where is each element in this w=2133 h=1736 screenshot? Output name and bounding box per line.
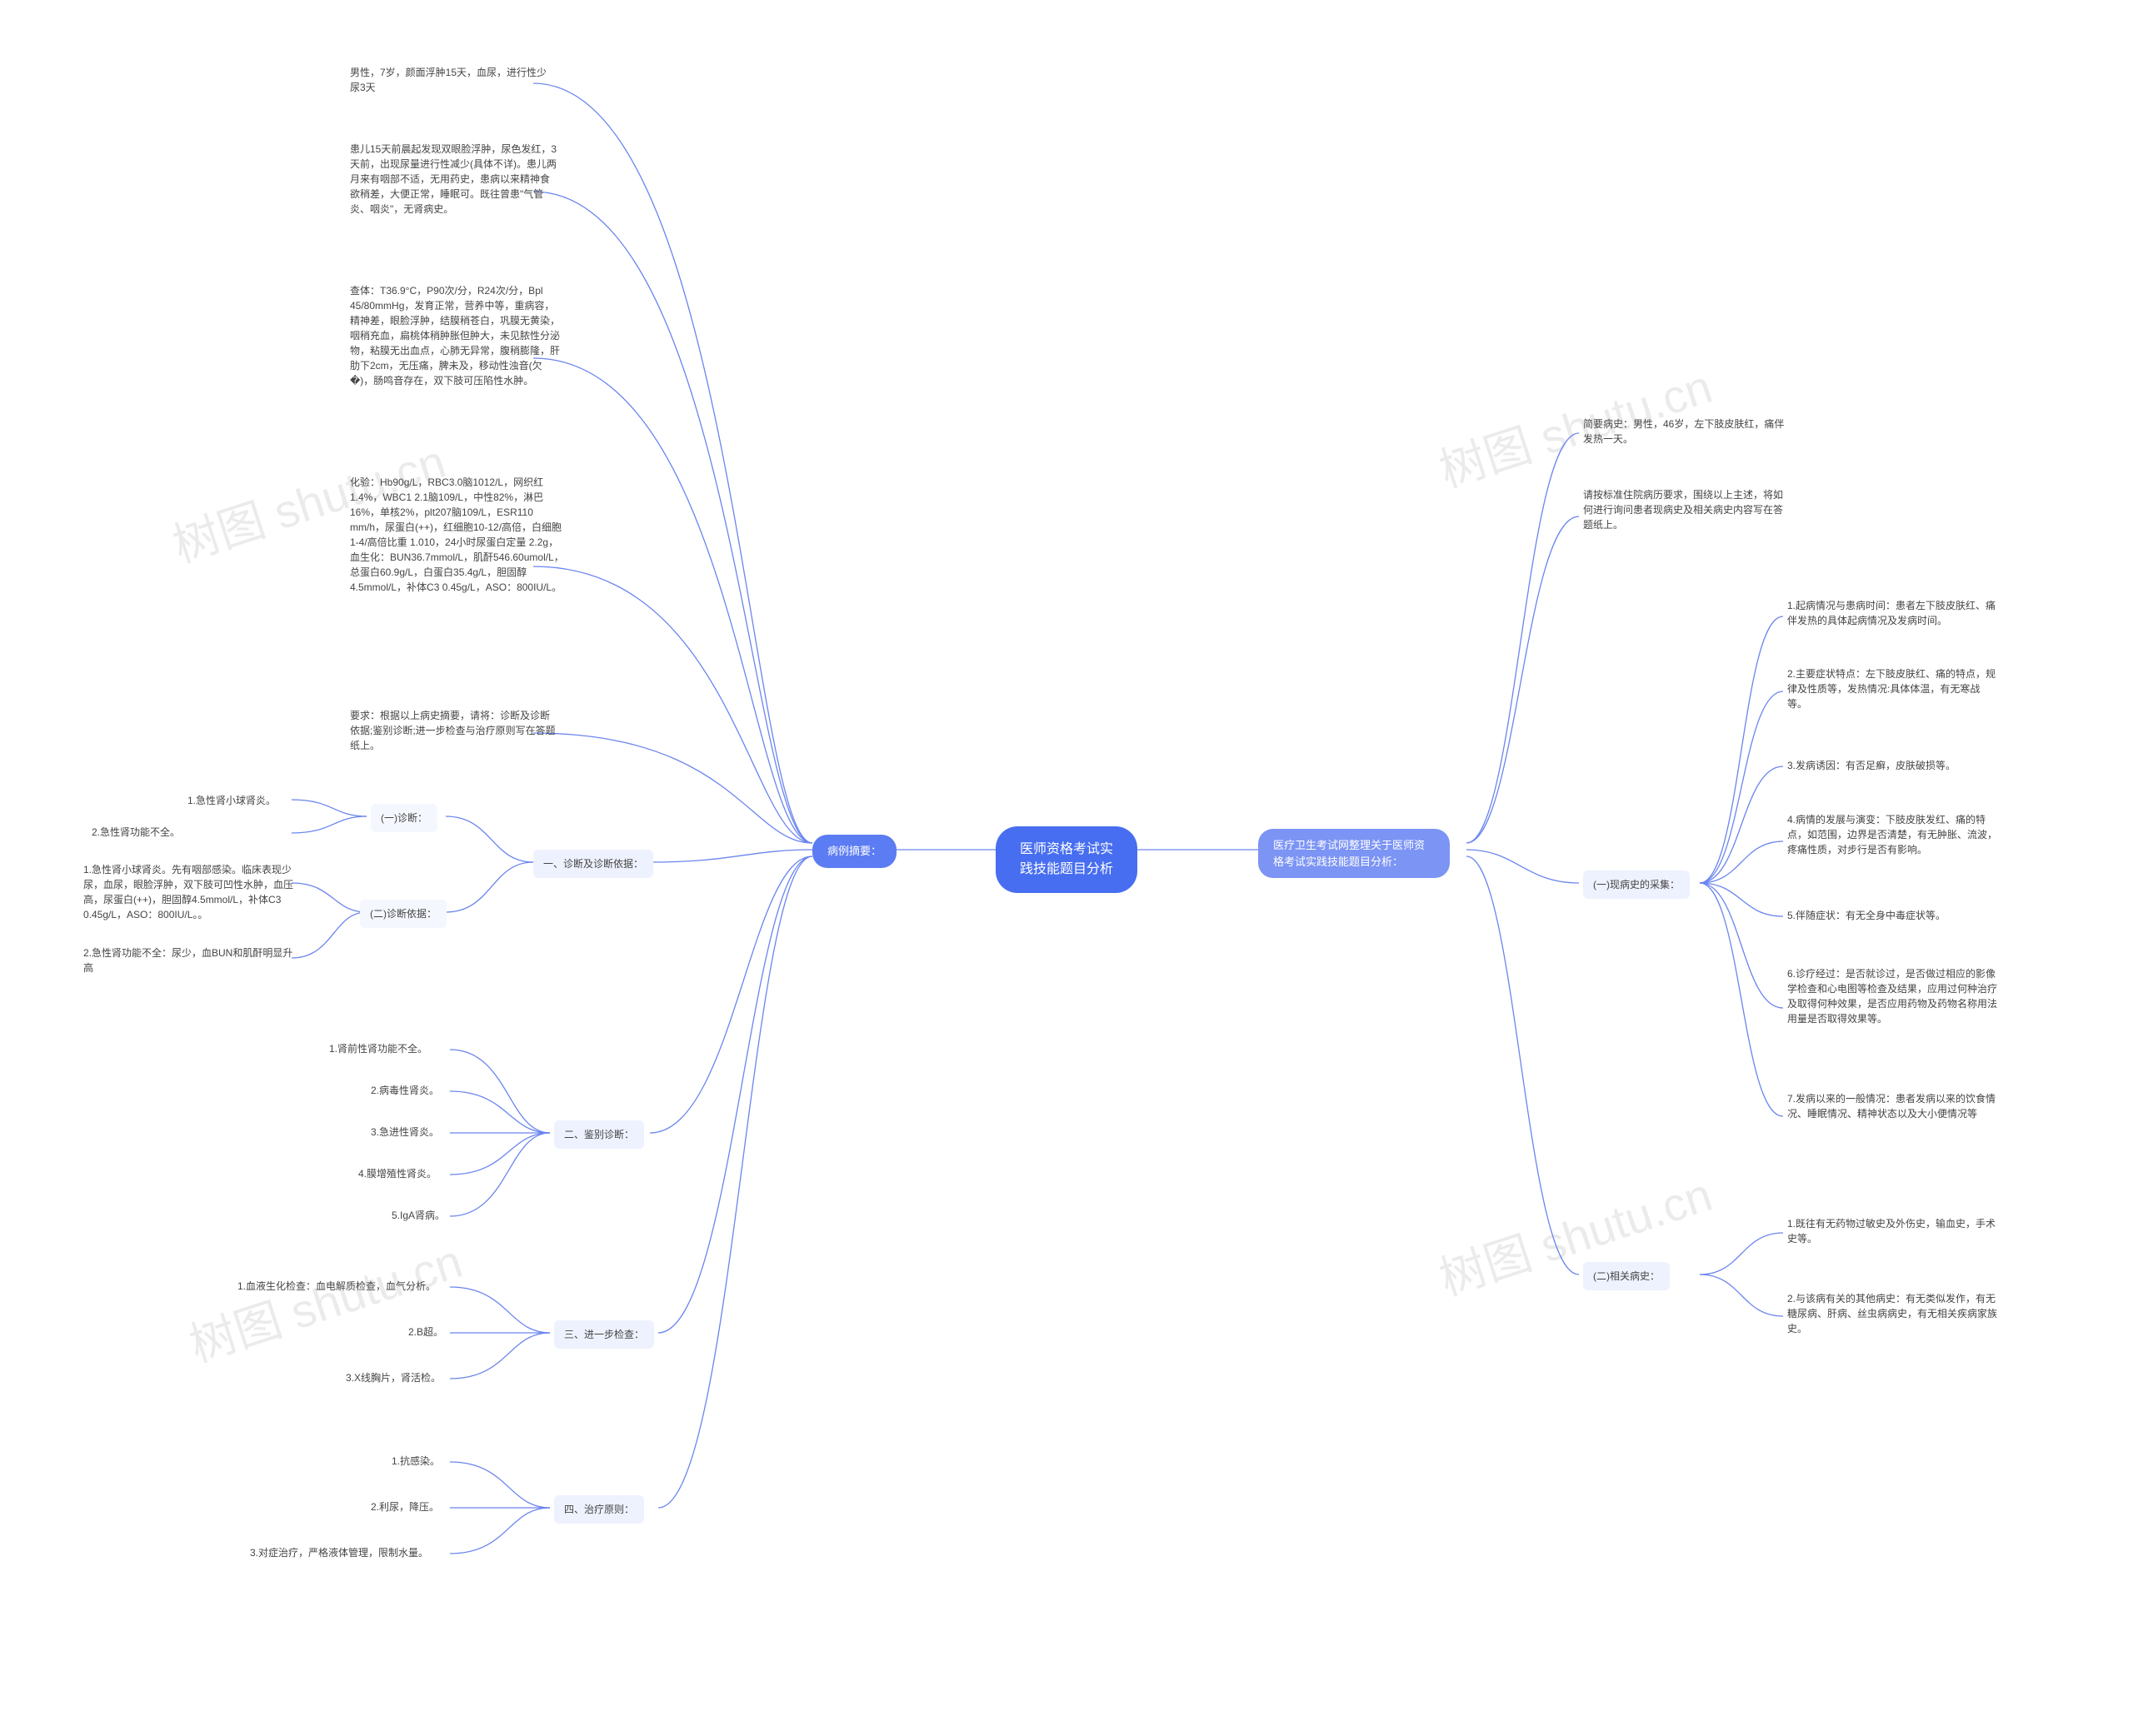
case-p3: 查体：T36.9°C，P90次/分，R24次/分，Bpl 45/80mmHg，发… [350, 283, 562, 388]
mindmap-canvas: 树图 shutu.cn 树图 shutu.cn 树图 shutu.cn 树图 s… [0, 0, 2133, 1736]
h1-i4: 4.病情的发展与演变：下肢皮肤发红、痛的特点，如范围，边界是否清楚，有无肿胀、流… [1787, 812, 2000, 857]
s1-d1-i2: 2.急性肾功能不全。 [92, 825, 180, 840]
section-1[interactable]: 一、诊断及诊断依据： [533, 850, 653, 878]
h1-i3: 3.发病诱因：有否足癣，皮肤破损等。 [1787, 758, 2000, 773]
h2-i1: 1.既往有无药物过敏史及外伤史，输血史，手术史等。 [1787, 1216, 2000, 1246]
s3-i1: 1.血液生化检查：血电解质检查，血气分析。 [237, 1279, 436, 1294]
section-4[interactable]: 四、治疗原则： [554, 1495, 644, 1524]
s1-d1-i1: 1.急性肾小球肾炎。 [187, 793, 276, 808]
s2-i1: 1.肾前性肾功能不全。 [329, 1041, 427, 1056]
left-case-node[interactable]: 病例摘要： [812, 835, 897, 868]
s4-i1: 1.抗感染。 [392, 1454, 440, 1469]
watermark: 树图 shutu.cn [1430, 1158, 1720, 1309]
section-3[interactable]: 三、进一步检查： [554, 1320, 654, 1349]
s2-i3: 3.急进性肾炎。 [371, 1125, 439, 1140]
h1-i1: 1.起病情况与患病时间：患者左下肢皮肤红、痛伴发热的具体起病情况及发病时间。 [1787, 598, 2000, 628]
watermark: 树图 shutu.cn [180, 1225, 470, 1376]
s2-i4: 4.膜增殖性肾炎。 [358, 1166, 437, 1181]
h2-i2: 2.与该病有关的其他病史：有无类似发作，有无糖尿病、肝病、丝虫病病史，有无相关疾… [1787, 1291, 2000, 1336]
right-intro-2: 请按标准住院病历要求，围绕以上主述，将如何进行询问患者现病史及相关病史内容写在答… [1583, 487, 1791, 532]
s2-i5: 5.IgA肾病。 [392, 1208, 445, 1223]
right-main-node[interactable]: 医疗卫生考试网整理关于医师资格考试实践技能题目分析： [1258, 829, 1450, 878]
case-p1: 男性，7岁，颜面浮肿15天，血尿，进行性少尿3天 [350, 65, 550, 95]
h1-i7: 7.发病以来的一般情况：患者发病以来的饮食情况、睡眠情况、精神状态以及大小便情况… [1787, 1091, 2000, 1121]
s3-i2: 2.B超。 [408, 1324, 443, 1339]
right-h1[interactable]: (一)现病史的采集： [1583, 870, 1690, 899]
h1-i6: 6.诊疗经过：是否就诊过，是否做过相应的影像学检查和心电图等检查及结果，应用过何… [1787, 966, 2000, 1026]
section-2[interactable]: 二、鉴别诊断： [554, 1120, 644, 1149]
case-p5: 要求：根据以上病史摘要，请将：诊断及诊断依据;鉴别诊断;进一步检查与治疗原则写在… [350, 708, 558, 753]
s1-diagnosis[interactable]: (一)诊断： [371, 804, 437, 832]
h1-i2: 2.主要症状特点：左下肢皮肤红、痛的特点，规律及性质等，发热情况:具体体温，有无… [1787, 666, 2000, 711]
case-p2: 患儿15天前晨起发现双眼脸浮肿，尿色发红，3天前，出现尿量进行性减少(具体不详)… [350, 142, 558, 217]
s1-d2-i1: 1.急性肾小球肾炎。先有咽部感染。临床表现少尿，血尿，眼脸浮肿，双下肢可凹性水肿… [83, 862, 296, 922]
s1-basis[interactable]: (二)诊断依据： [360, 900, 447, 928]
s1-d2-i2: 2.急性肾功能不全：尿少，血BUN和肌酐明显升高 [83, 945, 296, 975]
s3-i3: 3.X线胸片，肾活检。 [346, 1370, 441, 1385]
right-h2[interactable]: (二)相关病史： [1583, 1262, 1670, 1290]
case-p4: 化验：Hb90g/L，RBC3.0脑1012/L，网织红1.4%，WBC1 2.… [350, 475, 565, 595]
s2-i2: 2.病毒性肾炎。 [371, 1083, 439, 1098]
s4-i2: 2.利尿，降压。 [371, 1499, 439, 1514]
s4-i3: 3.对症治疗，严格液体管理，限制水量。 [250, 1545, 428, 1560]
root-node[interactable]: 医师资格考试实践技能题目分析 [996, 826, 1137, 893]
right-intro-1: 简要病史：男性，46岁，左下肢皮肤红，痛伴发热一天。 [1583, 417, 1791, 446]
h1-i5: 5.伴随症状：有无全身中毒症状等。 [1787, 908, 2000, 923]
